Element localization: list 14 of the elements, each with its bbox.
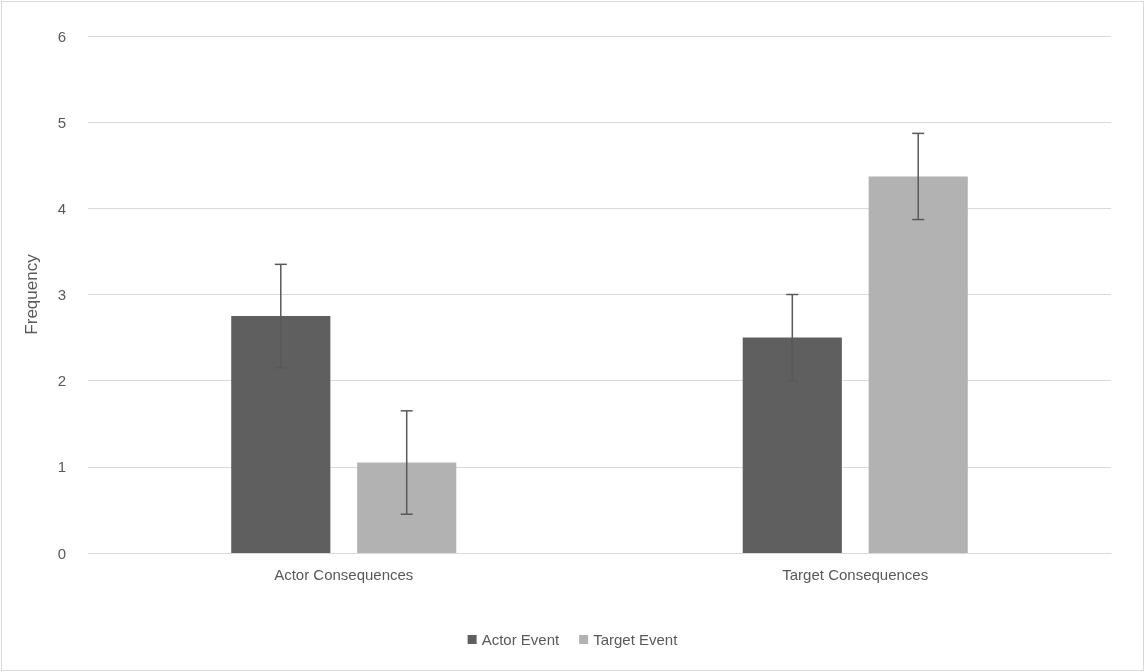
legend-label: Actor Event bbox=[481, 631, 560, 648]
y-axis-title: Frequency bbox=[22, 253, 41, 335]
y-tick-label: 6 bbox=[57, 27, 66, 45]
y-tick-label: 4 bbox=[57, 199, 66, 217]
x-tick-label: Target Consequences bbox=[782, 566, 929, 583]
y-tick-label: 3 bbox=[57, 286, 66, 303]
y-tick-label: 1 bbox=[57, 458, 66, 476]
y-tick-label: 2 bbox=[57, 372, 66, 390]
bar bbox=[357, 462, 457, 553]
legend-label: Target Event bbox=[593, 631, 679, 648]
x-tick-label: Actor Consequences bbox=[274, 566, 414, 583]
bar bbox=[868, 176, 968, 553]
y-tick-label: 5 bbox=[57, 113, 66, 131]
y-tick-label: 0 bbox=[57, 544, 66, 562]
